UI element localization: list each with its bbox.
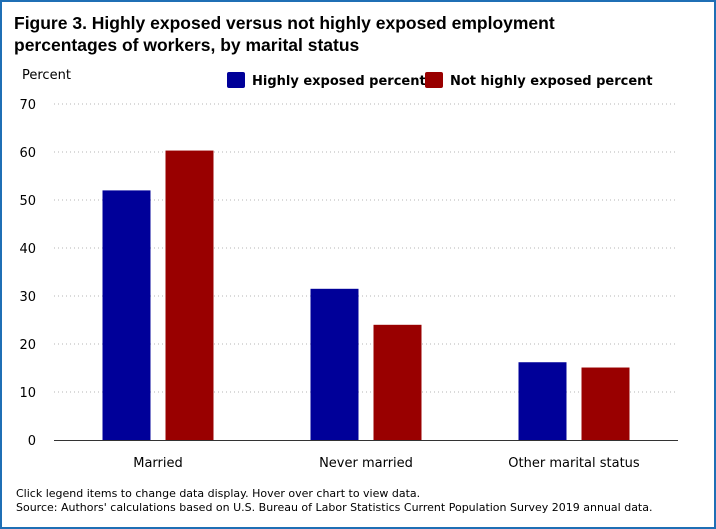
legend-label-highly-exposed[interactable]: Highly exposed percent bbox=[252, 74, 426, 89]
source-note: Source: Authors' calculations based on U… bbox=[16, 501, 653, 514]
y-tick-label: 70 bbox=[19, 98, 36, 113]
x-tick-label: Never married bbox=[319, 456, 413, 471]
y-tick-label: 0 bbox=[28, 434, 36, 449]
interaction-note: Click legend items to change data displa… bbox=[16, 487, 421, 500]
legend-label-not-highly-exposed[interactable]: Not highly exposed percent bbox=[450, 74, 653, 89]
x-tick-label: Married bbox=[133, 456, 183, 471]
legend-item-not-highly-exposed[interactable]: Not highly exposed percent bbox=[425, 72, 653, 89]
legend-swatch-not-highly-exposed[interactable] bbox=[425, 72, 443, 88]
bar-2-0[interactable] bbox=[518, 362, 567, 440]
gridlines bbox=[54, 103, 678, 393]
bar-0-0[interactable] bbox=[102, 190, 151, 440]
bar-1-0[interactable] bbox=[310, 288, 359, 440]
y-tick-label: 30 bbox=[19, 290, 36, 305]
bar-2-1[interactable] bbox=[581, 367, 630, 440]
y-tick-label: 40 bbox=[19, 242, 36, 257]
bar-1-1[interactable] bbox=[373, 324, 422, 440]
bars[interactable] bbox=[102, 150, 630, 440]
y-tick-label: 10 bbox=[19, 386, 36, 401]
y-axis-label: Percent bbox=[22, 68, 71, 83]
bar-0-1[interactable] bbox=[165, 150, 214, 440]
legend-item-highly-exposed[interactable]: Highly exposed percent bbox=[227, 72, 426, 89]
legend-swatch-highly-exposed[interactable] bbox=[227, 72, 245, 88]
legend[interactable]: Highly exposed percent Not highly expose… bbox=[227, 72, 653, 89]
chart-title: Figure 3. Highly exposed versus not high… bbox=[14, 13, 555, 55]
y-tick-label: 60 bbox=[19, 146, 36, 161]
x-tick-label: Other marital status bbox=[508, 456, 640, 471]
x-axis: Married Never married Other marital status bbox=[54, 440, 678, 471]
y-tick-label: 20 bbox=[19, 338, 36, 353]
y-axis: 0 10 20 30 40 50 60 70 bbox=[19, 98, 36, 449]
y-tick-label: 50 bbox=[19, 194, 36, 209]
